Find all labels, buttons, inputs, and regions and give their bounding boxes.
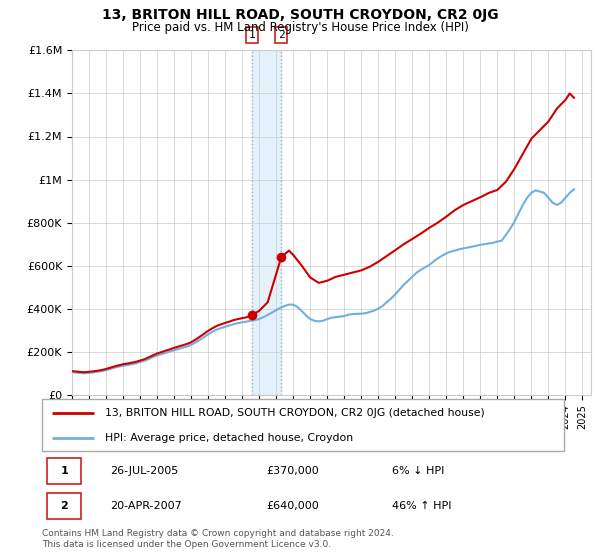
Text: HPI: Average price, detached house, Croydon: HPI: Average price, detached house, Croy… (104, 433, 353, 443)
Text: £370,000: £370,000 (266, 466, 319, 476)
Bar (47, 458, 81, 484)
Text: 1: 1 (61, 466, 68, 476)
Text: 2: 2 (61, 501, 68, 511)
Text: 2: 2 (278, 30, 284, 40)
Text: 46% ↑ HPI: 46% ↑ HPI (392, 501, 451, 511)
Bar (47, 493, 81, 520)
Text: Contains HM Land Registry data © Crown copyright and database right 2024.
This d: Contains HM Land Registry data © Crown c… (42, 529, 394, 549)
Text: 20-APR-2007: 20-APR-2007 (110, 501, 182, 511)
Text: 13, BRITON HILL ROAD, SOUTH CROYDON, CR2 0JG: 13, BRITON HILL ROAD, SOUTH CROYDON, CR2… (101, 8, 499, 22)
Text: £640,000: £640,000 (266, 501, 319, 511)
Text: 6% ↓ HPI: 6% ↓ HPI (392, 466, 444, 476)
Text: 13, BRITON HILL ROAD, SOUTH CROYDON, CR2 0JG (detached house): 13, BRITON HILL ROAD, SOUTH CROYDON, CR2… (104, 408, 484, 418)
Bar (252, 50, 281, 395)
Text: Price paid vs. HM Land Registry's House Price Index (HPI): Price paid vs. HM Land Registry's House … (131, 21, 469, 34)
Text: 26-JUL-2005: 26-JUL-2005 (110, 466, 178, 476)
Text: 1: 1 (248, 30, 255, 40)
